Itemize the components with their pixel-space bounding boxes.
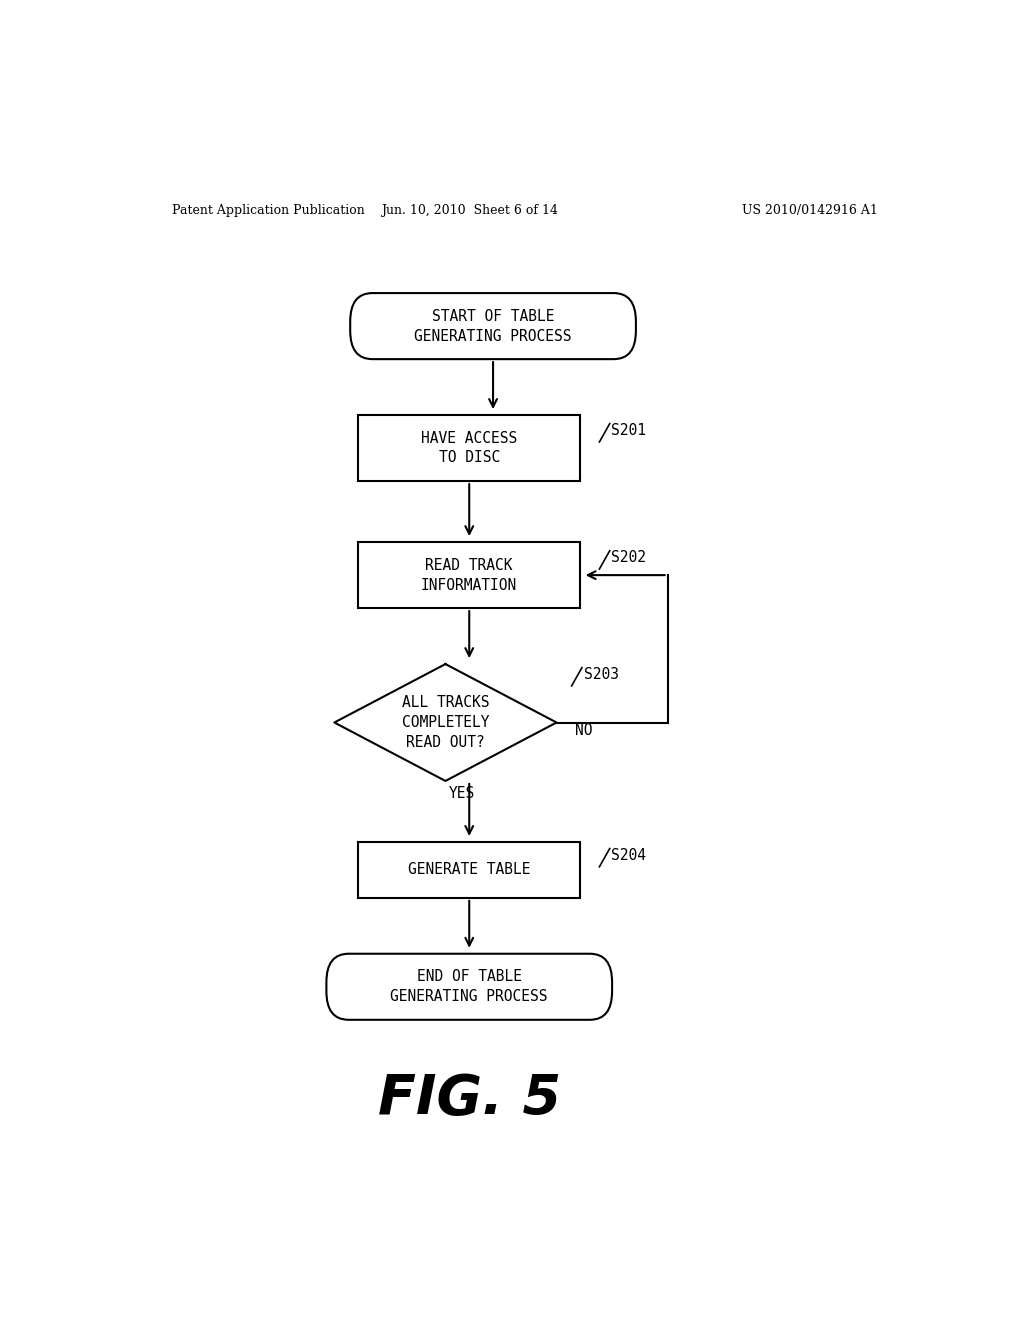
FancyBboxPatch shape	[327, 954, 612, 1020]
Text: S201: S201	[611, 424, 646, 438]
Text: HAVE ACCESS
TO DISC: HAVE ACCESS TO DISC	[421, 430, 517, 466]
Bar	[358, 842, 581, 898]
Bar	[358, 543, 581, 609]
Text: GENERATE TABLE: GENERATE TABLE	[408, 862, 530, 878]
Text: S202: S202	[611, 550, 646, 565]
Text: FIG. 5: FIG. 5	[378, 1072, 561, 1126]
Text: US 2010/0142916 A1: US 2010/0142916 A1	[742, 205, 878, 216]
Text: START OF TABLE
GENERATING PROCESS: START OF TABLE GENERATING PROCESS	[415, 309, 571, 343]
Text: ALL TRACKS
COMPLETELY
READ OUT?: ALL TRACKS COMPLETELY READ OUT?	[401, 696, 489, 750]
Bar	[358, 414, 581, 480]
Text: READ TRACK
INFORMATION: READ TRACK INFORMATION	[421, 558, 517, 593]
Text: END OF TABLE
GENERATING PROCESS: END OF TABLE GENERATING PROCESS	[390, 969, 548, 1005]
FancyBboxPatch shape	[350, 293, 636, 359]
Text: YES: YES	[449, 787, 475, 801]
Text: Jun. 10, 2010  Sheet 6 of 14: Jun. 10, 2010 Sheet 6 of 14	[381, 205, 558, 216]
Text: S204: S204	[611, 849, 646, 863]
Text: S203: S203	[584, 667, 618, 682]
Text: NO: NO	[574, 723, 592, 738]
Text: Patent Application Publication: Patent Application Publication	[172, 205, 365, 216]
